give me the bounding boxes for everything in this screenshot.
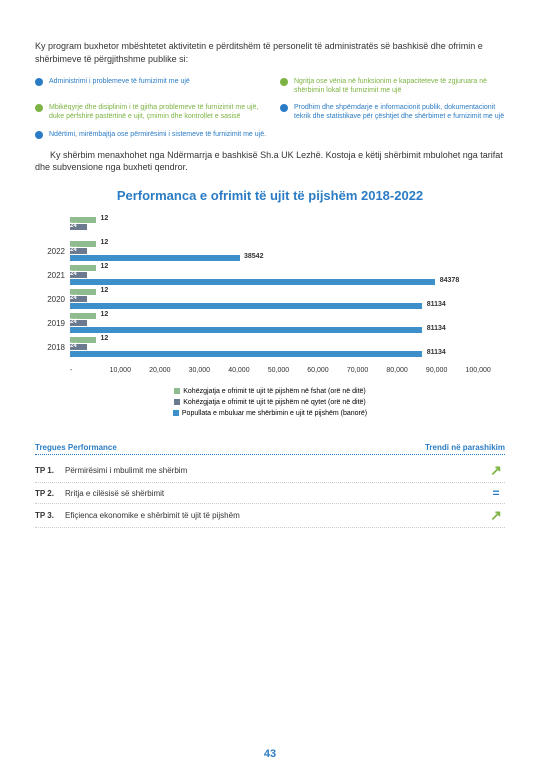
bullet-dot-icon <box>35 104 43 112</box>
bullet-dot-icon <box>280 104 288 112</box>
bullet-dot-icon <box>280 78 288 86</box>
chart-row: 2020 12 24 81134 <box>70 289 505 311</box>
bullet-text: Ndërtimi, mirëmbajtja ose përmirësimi i … <box>49 130 266 139</box>
year-label: 2022 <box>35 247 65 256</box>
bullet-list: Administrimi i problemeve të furnizimit … <box>35 77 505 138</box>
bullet-item: Ndërtimi, mirëmbajtja ose përmirësimi i … <box>35 130 270 139</box>
bullet-text: Administrimi i problemeve të furnizimit … <box>49 77 190 86</box>
service-paragraph: Ky shërbim menaxhohet nga Ndërmarrja e b… <box>35 149 505 174</box>
trend-equal-icon: = <box>487 486 505 500</box>
x-axis: - 10,000 20,000 30,000 40,000 50,000 60,… <box>35 367 505 374</box>
chart-row: 2021 12 24 84378 <box>70 265 505 287</box>
trend-up-icon: ↗ <box>487 507 505 524</box>
bullet-item: Mbikëqyrje dhe disiplinim i të gjitha pr… <box>35 103 260 121</box>
bullet-text: Ngritja ose vënia në funksionim e kapaci… <box>294 77 505 95</box>
chart-title: Performanca e ofrimit të ujit të pijshëm… <box>35 188 505 203</box>
bullet-item: Prodhim dhe shpërndarje e informacionit … <box>280 103 505 121</box>
chart-legend: Kohëzgjatja e ofrimit të ujit të pijshëm… <box>35 386 505 420</box>
performance-indicators: Tregues Performance Trendi në parashikim… <box>35 443 505 528</box>
perf-row: TP 1. Përmirësimi i mbulimit me shërbim … <box>35 459 505 483</box>
trend-up-icon: ↗ <box>487 462 505 479</box>
perf-header-right: Trendi në parashikim <box>425 443 505 452</box>
bullet-text: Mbikëqyrje dhe disiplinim i të gjitha pr… <box>49 103 260 121</box>
perf-row: TP 2. Rritja e cilësisë së shërbimit = <box>35 483 505 504</box>
intro-paragraph: Ky program buxhetor mbështetet aktivitet… <box>35 40 505 65</box>
chart-row-top: 12 24 <box>70 217 505 239</box>
year-label: 2018 <box>35 343 65 352</box>
bullet-item: Administrimi i problemeve të furnizimit … <box>35 77 260 95</box>
chart-row: 2018 12 24 81134 <box>70 337 505 359</box>
bar-chart: 12 24 2022 12 24 38542 2021 12 24 84378 … <box>35 217 505 359</box>
year-label: 2020 <box>35 295 65 304</box>
bullet-dot-icon <box>35 78 43 86</box>
bullet-item: Ngritja ose vënia në funksionim e kapaci… <box>280 77 505 95</box>
perf-row: TP 3. Efiçienca ekonomike e shërbimit të… <box>35 504 505 528</box>
chart-row: 2019 12 24 81134 <box>70 313 505 335</box>
year-label: 2021 <box>35 271 65 280</box>
year-label: 2019 <box>35 319 65 328</box>
bullet-text: Prodhim dhe shpërndarje e informacionit … <box>294 103 505 121</box>
bullet-dot-icon <box>35 131 43 139</box>
page-number: 43 <box>0 748 540 760</box>
chart-row: 2022 12 24 38542 <box>70 241 505 263</box>
perf-header-left: Tregues Performance <box>35 443 117 452</box>
